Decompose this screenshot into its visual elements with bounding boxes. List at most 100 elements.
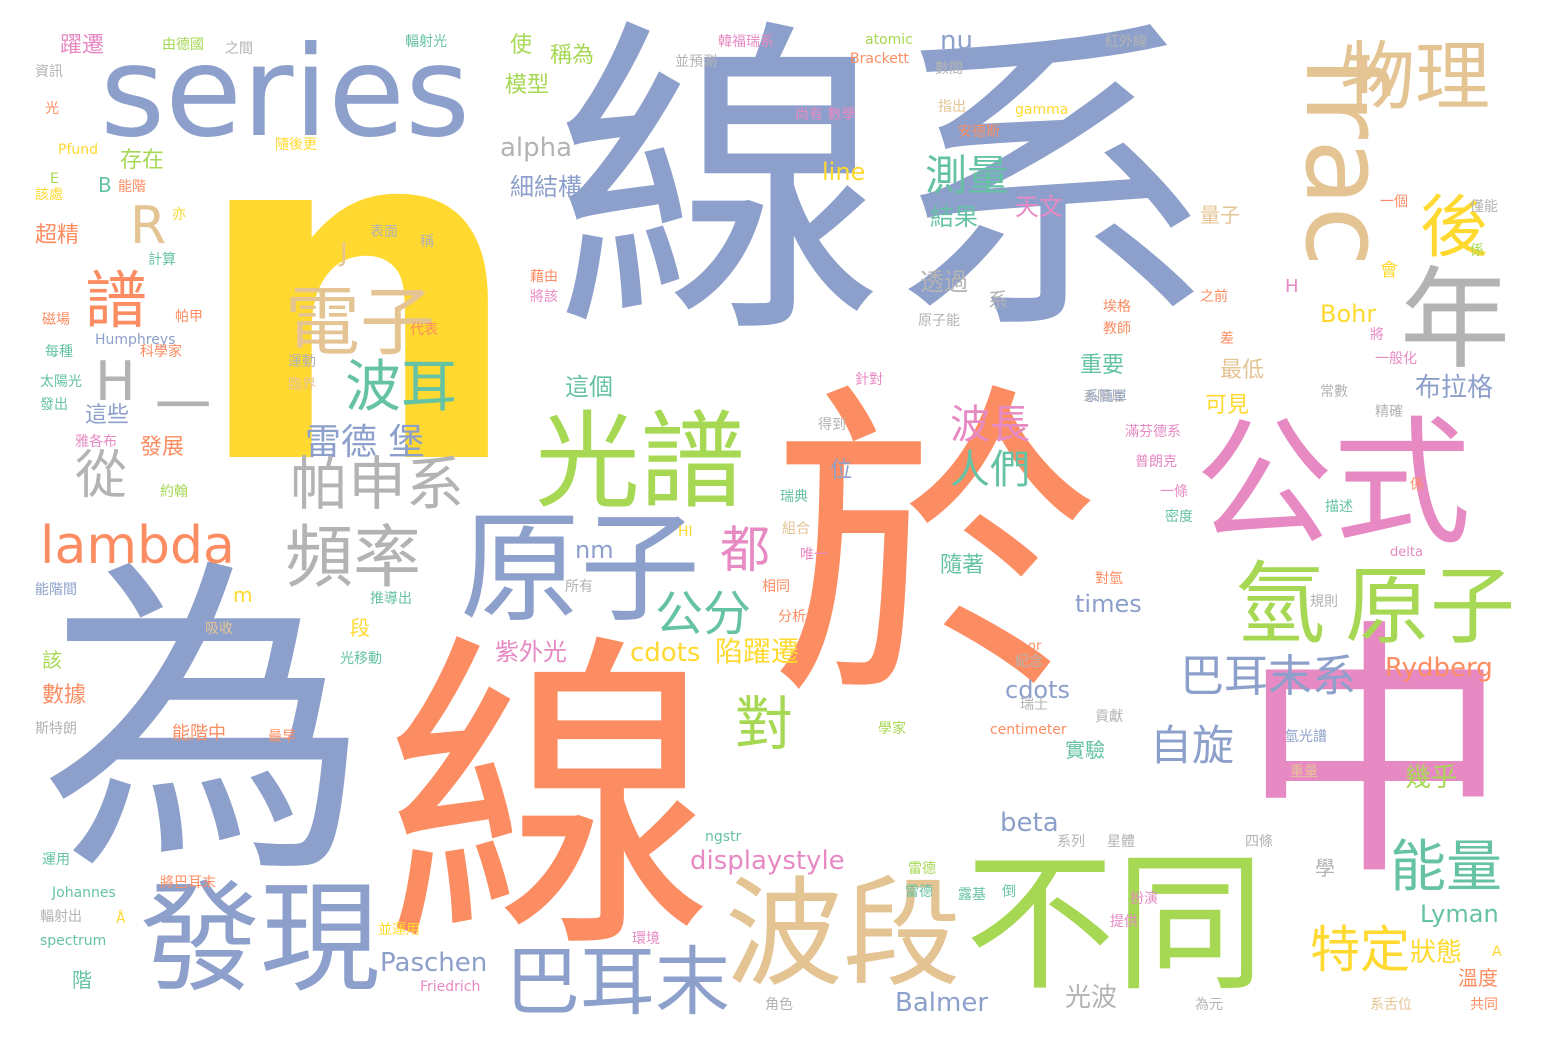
word-paschen: Paschen — [380, 948, 488, 978]
word-dianzi: 電子 — [285, 278, 436, 366]
word-balmer-zh: 巴耳末 — [505, 938, 731, 1026]
word-shangyou-shuxue: 尚有 數學 — [795, 107, 856, 123]
word-celiang: 測量 — [925, 151, 1010, 200]
word-guize: 規則 — [1310, 594, 1338, 610]
word-pfund: Pfund — [58, 142, 99, 158]
word-fenxi: 分析 — [778, 609, 806, 625]
word-dui: 對 — [735, 690, 794, 758]
word-andesi: 安德斯 — [958, 124, 1000, 140]
word-jingque: 精確 — [1375, 404, 1403, 420]
word-nu: nu — [940, 26, 973, 56]
word-linjie: 臨界 — [288, 377, 316, 393]
word-yi: 一 — [155, 375, 211, 440]
word-jieguo: 結果 — [930, 203, 978, 231]
word-shuju: 數據 — [42, 683, 87, 708]
word-jihu: 幾乎 — [1405, 763, 1458, 793]
word-gaichu: 該處 — [35, 187, 63, 203]
word-nian: 年 — [1400, 256, 1510, 384]
word-dao: 倒 — [1002, 884, 1016, 900]
word-xigechen: 系隔辰 — [1083, 389, 1125, 405]
word-humphreys: Humphreys — [95, 332, 176, 348]
word-leide-2: 雷德 — [905, 884, 933, 900]
word-hanfuruixi: 韓福瑞系 — [718, 34, 774, 50]
word-guangyidong: 光移動 — [340, 651, 382, 667]
word-fachu: 發出 — [40, 397, 68, 413]
word-bingyuce: 並預測 — [675, 54, 717, 70]
word-gongxian: 貢獻 — [1095, 709, 1123, 725]
word-suihougeng: 隨後更 — [275, 137, 317, 153]
word-fusheguang: 輻射光 — [405, 34, 447, 50]
word-huanjing: 環境 — [632, 931, 660, 947]
word-duan: 段 — [350, 616, 370, 640]
word-zixun: 資訊 — [35, 64, 63, 80]
word-beta: beta — [1000, 808, 1059, 838]
word-times: times — [1075, 590, 1142, 618]
word-zhongliang: 重量 — [1290, 764, 1318, 780]
word-biaomian: 表面 — [370, 224, 398, 240]
word-brackett: Brackett — [850, 51, 909, 67]
word-zuhe: 組合 — [782, 521, 810, 537]
word-pulangke: 普朗克 — [1135, 454, 1177, 470]
word-yueqian: 躍遷 — [60, 33, 105, 58]
word-series: series — [100, 20, 471, 165]
word-yitiao: 一條 — [1160, 484, 1188, 500]
word-suizhe: 隨著 — [940, 553, 985, 578]
word-hui: 會 — [1380, 260, 1398, 281]
word-pinlu: 頻率 — [285, 519, 422, 598]
word-bulage: 布拉格 — [1415, 373, 1494, 403]
word-qingguangpu: 氫光譜 — [1285, 729, 1327, 745]
word-xiangtong: 相同 — [762, 579, 790, 595]
word-yige: 一個 — [1380, 194, 1408, 210]
word-tianwen: 天文 — [1015, 193, 1063, 221]
word-wuli: 物理 — [1340, 33, 1491, 121]
word-xi: 系 — [988, 288, 1008, 312]
word-cha: 差 — [1220, 331, 1234, 347]
word-youdeguo: 由德國 — [162, 37, 204, 53]
word-yuanzineng: 原子能 — [918, 313, 960, 329]
word-guangbo: 光波 — [1065, 983, 1118, 1013]
word-jisuan: 計算 — [148, 252, 176, 268]
word-daibiao: 代表 — [410, 322, 438, 338]
word-balmer: Balmer — [895, 988, 989, 1018]
word-yibanhua: 一般化 — [1375, 351, 1417, 367]
word-xijiandan: 系簡單 — [1085, 389, 1127, 405]
word-gongfen: 公分 — [655, 586, 752, 642]
word-zhuangtai: 狀態 — [1410, 938, 1463, 968]
word-ruishi: 瑞士 — [1020, 697, 1048, 713]
word-ruidian: 瑞典 — [780, 489, 808, 505]
word-nengjiezhong: 能階中 — [172, 723, 226, 744]
word-friedrich: Friedrich — [420, 979, 481, 995]
word-yunyong: 運用 — [42, 852, 70, 868]
word-teding: 特定 — [1310, 921, 1410, 979]
word-xishou: 吸收 — [205, 621, 233, 637]
word-lyman: Lyman — [1420, 900, 1499, 928]
word-balmer-series-zh: 巴耳末系 — [1180, 651, 1356, 702]
word-wei: 為 — [40, 533, 370, 917]
word-pajia: 帕甲 — [175, 309, 203, 325]
word-xian: 線 — [385, 608, 715, 992]
word-suoyou: 所有 — [565, 579, 593, 595]
word-ngstr: ngstr — [705, 829, 742, 845]
word-chengwei: 稱為 — [550, 43, 595, 68]
word-touguo: 透過 — [920, 268, 968, 296]
word-aige: 埃格 — [1103, 299, 1131, 315]
word-zhongyao: 重要 — [1080, 353, 1125, 378]
word-ziwaiguang: 紫外光 — [495, 638, 567, 666]
word-wendu: 溫度 — [1458, 966, 1498, 990]
word-B: B — [98, 173, 112, 197]
word-jiang: 將 — [1370, 327, 1384, 343]
word-gongtong: 共同 — [1470, 997, 1498, 1013]
word-H: H — [95, 350, 136, 413]
word-E: E — [50, 171, 59, 187]
word-cdots-2: cdots — [1005, 676, 1071, 704]
word-guangpu: 光譜 — [535, 401, 746, 523]
word-tuidaochu: 推導出 — [370, 591, 412, 607]
word-zuizao: 最早 — [268, 729, 296, 745]
word-zhege: 這個 — [565, 373, 613, 401]
word-H-small: H — [1285, 276, 1299, 297]
word-gai: 該 — [42, 648, 62, 672]
word-shujian: 數間 — [935, 61, 963, 77]
word-jianggai: 將該 — [530, 289, 558, 305]
word-zhijian: 之間 — [225, 41, 253, 57]
